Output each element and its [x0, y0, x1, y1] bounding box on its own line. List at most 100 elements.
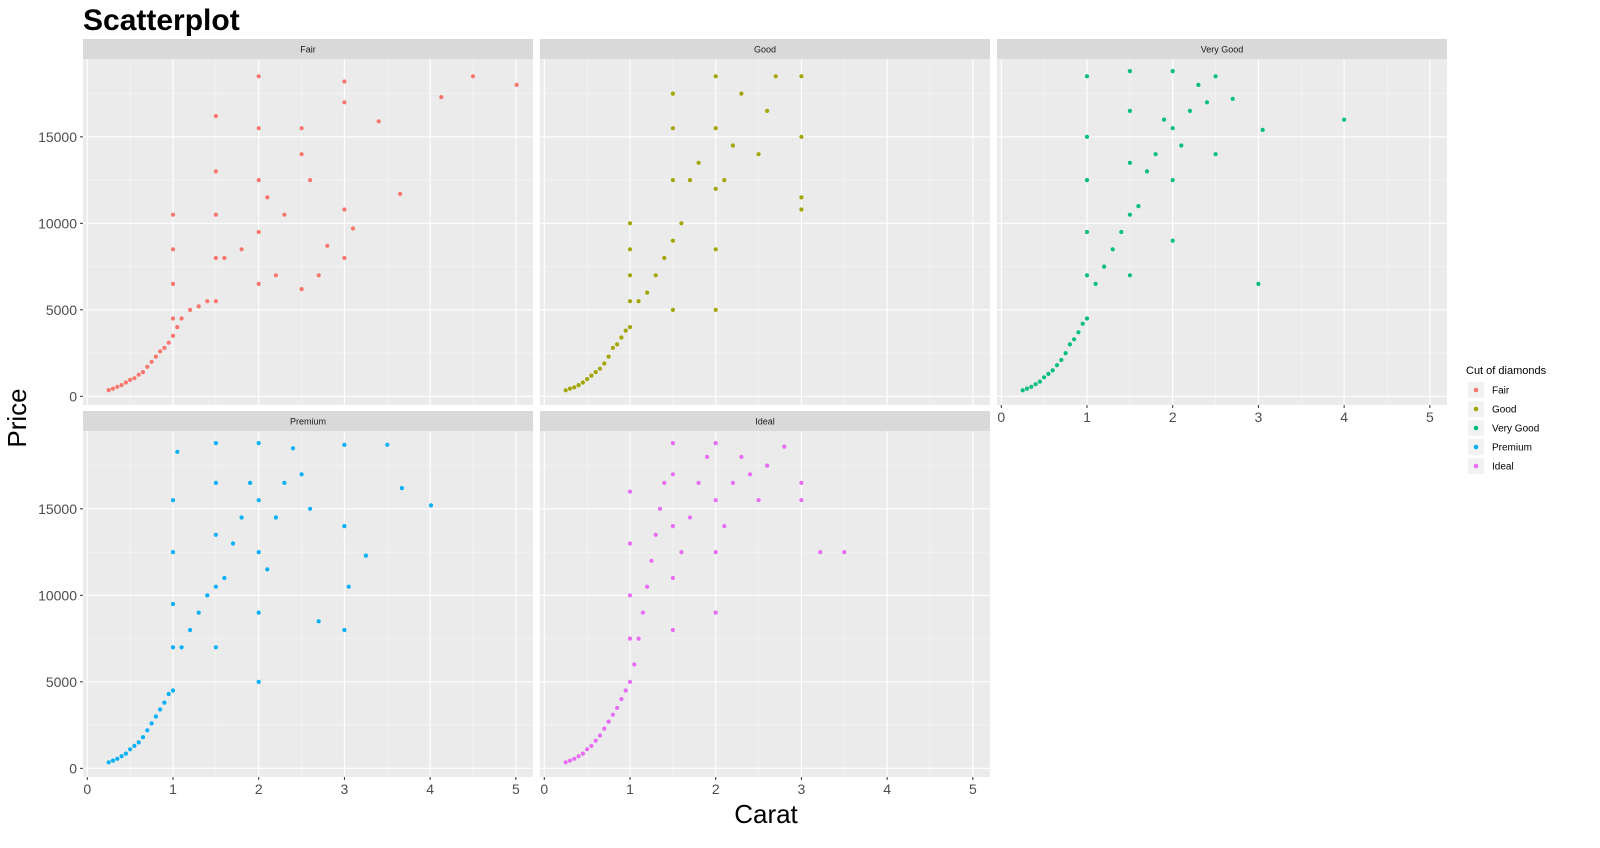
- data-point: [1110, 247, 1115, 252]
- data-point: [610, 712, 616, 717]
- data-point: [818, 550, 823, 555]
- legend-item: Very Good: [1468, 420, 1539, 436]
- data-point: [1187, 108, 1192, 113]
- data-point: [705, 454, 710, 459]
- legend-label: Ideal: [1492, 462, 1514, 473]
- data-point: [213, 212, 218, 217]
- data-point: [1020, 388, 1025, 393]
- y-tick-label: 10000: [38, 587, 77, 603]
- data-point: [136, 372, 141, 377]
- data-point: [627, 221, 633, 226]
- data-point: [670, 441, 676, 446]
- data-point: [765, 108, 770, 113]
- data-point: [572, 385, 577, 390]
- x-tick-label: 2: [712, 781, 720, 797]
- data-point: [610, 345, 616, 350]
- data-point: [248, 480, 253, 485]
- data-point: [1084, 273, 1090, 278]
- data-point: [722, 178, 727, 183]
- data-point: [670, 126, 676, 131]
- data-point: [670, 575, 676, 581]
- x-tick-label: 3: [798, 781, 806, 797]
- facet-strip: [540, 39, 990, 59]
- data-point: [713, 498, 718, 503]
- data-point: [623, 688, 628, 693]
- data-point: [256, 74, 261, 79]
- data-point: [662, 255, 667, 261]
- y-tick-label: 0: [69, 388, 77, 404]
- data-point: [773, 74, 778, 79]
- data-point: [636, 636, 641, 641]
- data-point: [106, 388, 111, 393]
- data-point: [350, 226, 356, 231]
- panel-background: [540, 431, 990, 777]
- data-point: [1213, 74, 1218, 79]
- data-point: [687, 515, 693, 520]
- data-point: [439, 95, 444, 100]
- data-point: [645, 584, 650, 589]
- legend-item: Fair: [1468, 382, 1510, 398]
- data-point: [132, 743, 137, 749]
- data-point: [170, 601, 176, 607]
- data-point: [687, 178, 693, 183]
- data-point: [342, 524, 347, 529]
- data-point: [1170, 178, 1175, 183]
- data-point: [580, 380, 586, 385]
- data-point: [179, 316, 184, 321]
- data-point: [670, 307, 676, 312]
- data-point: [1059, 357, 1064, 363]
- data-point: [653, 532, 658, 537]
- data-point: [606, 354, 611, 359]
- data-point: [1179, 143, 1184, 148]
- data-point: [170, 550, 176, 555]
- legend-label: Fair: [1492, 386, 1510, 397]
- x-tick-label: 4: [883, 781, 891, 797]
- y-tick-label: 5000: [46, 302, 77, 318]
- data-point: [580, 751, 586, 756]
- data-point: [115, 384, 120, 389]
- legend: Cut of diamonds Fair Good Very Good Premium…: [1466, 365, 1547, 474]
- data-point: [299, 287, 304, 292]
- data-point: [128, 747, 133, 752]
- legend-key-point: [1473, 406, 1479, 412]
- data-point: [589, 743, 594, 749]
- data-point: [747, 472, 753, 477]
- data-point: [1033, 382, 1038, 387]
- x-tick-label: 5: [1426, 409, 1434, 425]
- x-tick-label: 3: [1255, 409, 1263, 425]
- data-point: [110, 386, 116, 391]
- x-tick-label: 5: [512, 781, 520, 797]
- data-point: [213, 532, 218, 537]
- data-point: [615, 705, 620, 710]
- x-axis-title: Carat: [734, 799, 798, 829]
- x-tick-label: 1: [1083, 409, 1091, 425]
- data-point: [256, 679, 261, 685]
- data-point: [679, 550, 684, 555]
- data-point: [623, 328, 628, 333]
- data-point: [162, 700, 167, 705]
- data-point: [627, 593, 633, 598]
- legend-label: Good: [1492, 405, 1516, 416]
- data-point: [213, 255, 218, 261]
- data-point: [299, 472, 304, 477]
- data-point: [256, 441, 261, 446]
- data-point: [1170, 238, 1175, 243]
- data-point: [627, 273, 633, 278]
- legend-label: Premium: [1492, 443, 1532, 454]
- data-point: [428, 503, 434, 508]
- facet-strip: [83, 411, 533, 431]
- data-point: [1080, 321, 1085, 326]
- data-point: [170, 333, 176, 338]
- data-point: [619, 335, 624, 340]
- data-point: [205, 593, 210, 598]
- data-point: [585, 747, 590, 752]
- data-point: [593, 738, 598, 743]
- data-point: [739, 454, 744, 459]
- data-point: [1072, 337, 1077, 342]
- data-point: [1046, 371, 1051, 376]
- y-axis-title: Price: [2, 388, 32, 447]
- data-point: [563, 388, 568, 393]
- data-point: [713, 550, 718, 555]
- legend-key-point: [1473, 425, 1479, 431]
